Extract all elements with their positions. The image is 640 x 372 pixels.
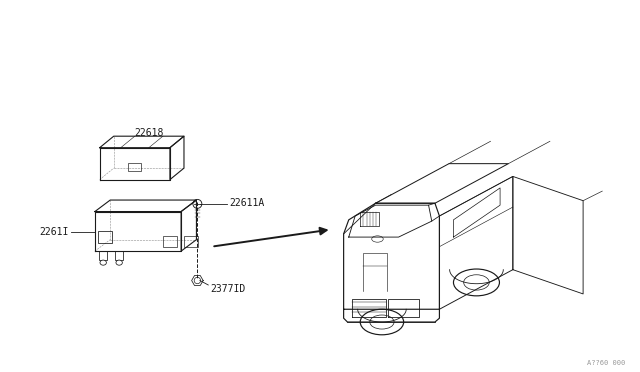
Bar: [129, 163, 141, 171]
Ellipse shape: [454, 269, 499, 296]
Bar: [163, 236, 177, 247]
Ellipse shape: [360, 309, 404, 335]
Ellipse shape: [464, 275, 489, 290]
Text: 2377ID: 2377ID: [210, 285, 245, 295]
Ellipse shape: [116, 260, 122, 265]
Text: 22618: 22618: [134, 128, 164, 138]
Bar: [98, 231, 112, 244]
Circle shape: [193, 199, 202, 208]
Text: A??60 000: A??60 000: [587, 360, 625, 366]
Ellipse shape: [370, 315, 394, 329]
Text: 22611A: 22611A: [229, 198, 264, 208]
Ellipse shape: [372, 236, 383, 242]
Bar: [115, 251, 123, 260]
Circle shape: [194, 277, 200, 284]
Bar: [184, 236, 198, 247]
Text: 2261I: 2261I: [40, 227, 69, 237]
Bar: [99, 251, 107, 260]
Ellipse shape: [100, 260, 106, 265]
